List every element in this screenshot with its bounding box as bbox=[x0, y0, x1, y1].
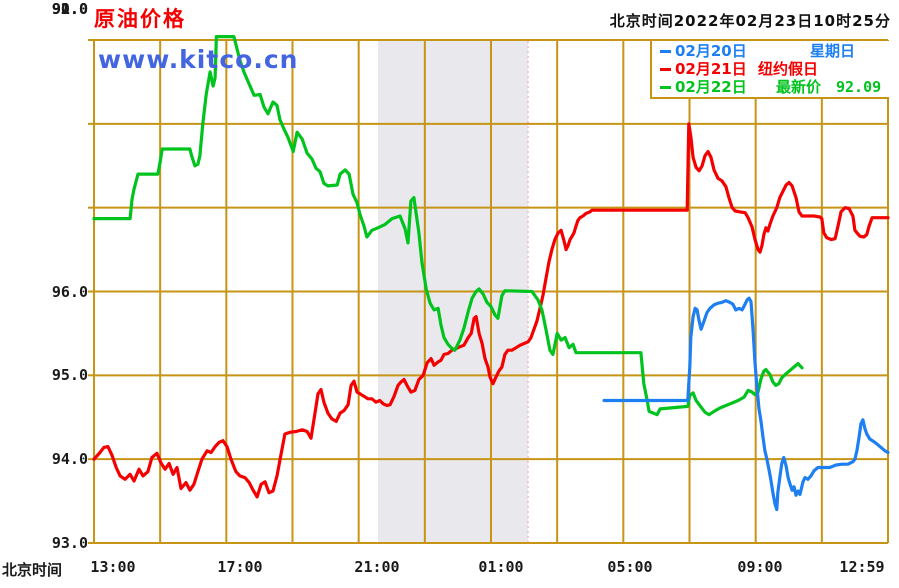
y-tick-label: 91.0 bbox=[51, 0, 88, 18]
x-tick-label: 05:00 bbox=[607, 558, 653, 576]
x-tick-label: 09:00 bbox=[737, 558, 783, 576]
y-tick-label: 93.0 bbox=[51, 534, 88, 552]
legend-note: 纽约假日 bbox=[758, 60, 819, 78]
x-tick-label: 12:59 bbox=[839, 558, 885, 576]
y-tick-label: 96.0 bbox=[51, 283, 88, 301]
beijing-timestamp: 北京时间2022年02月23日10时25分 bbox=[609, 12, 891, 30]
series-line bbox=[602, 296, 890, 512]
legend: 02月20日 星期日 02月21日 纽约假日 02月22日 最新价 92.09 bbox=[650, 41, 889, 99]
y-tick-label: 94.0 bbox=[51, 450, 88, 468]
series-line bbox=[92, 34, 804, 417]
legend-date: 02月21日 bbox=[675, 60, 747, 78]
x-tick-label: 13:00 bbox=[90, 558, 136, 576]
x-axis-caption: 北京时间 bbox=[2, 561, 63, 579]
kitco-watermark: www.kitco.cn bbox=[98, 45, 299, 74]
legend-row-feb21: 02月21日 纽约假日 bbox=[652, 61, 889, 77]
x-tick-label: 21:00 bbox=[354, 558, 400, 576]
legend-date: 02月22日 bbox=[675, 78, 747, 96]
legend-last-price: 92.09 bbox=[836, 78, 882, 96]
x-tick-label: 01:00 bbox=[478, 558, 524, 576]
legend-date: 02月20日 bbox=[675, 42, 747, 60]
legend-line-swatch-blue bbox=[660, 50, 671, 53]
x-tick-label: 17:00 bbox=[217, 558, 263, 576]
legend-note: 最新价 bbox=[776, 78, 822, 96]
y-tick-label: 90.0 bbox=[51, 0, 88, 18]
legend-row-feb20: 02月20日 星期日 bbox=[652, 43, 889, 59]
legend-row-feb22: 02月22日 最新价 92.09 bbox=[652, 79, 889, 95]
y-tick-label: 92.0 bbox=[51, 0, 88, 18]
y-tick-label: 95.0 bbox=[51, 366, 88, 384]
legend-line-swatch-red bbox=[660, 68, 671, 71]
legend-note: 星期日 bbox=[810, 42, 856, 60]
series-line bbox=[92, 122, 890, 499]
page-title: 原油价格 bbox=[94, 7, 186, 31]
legend-line-swatch-green bbox=[660, 86, 671, 89]
